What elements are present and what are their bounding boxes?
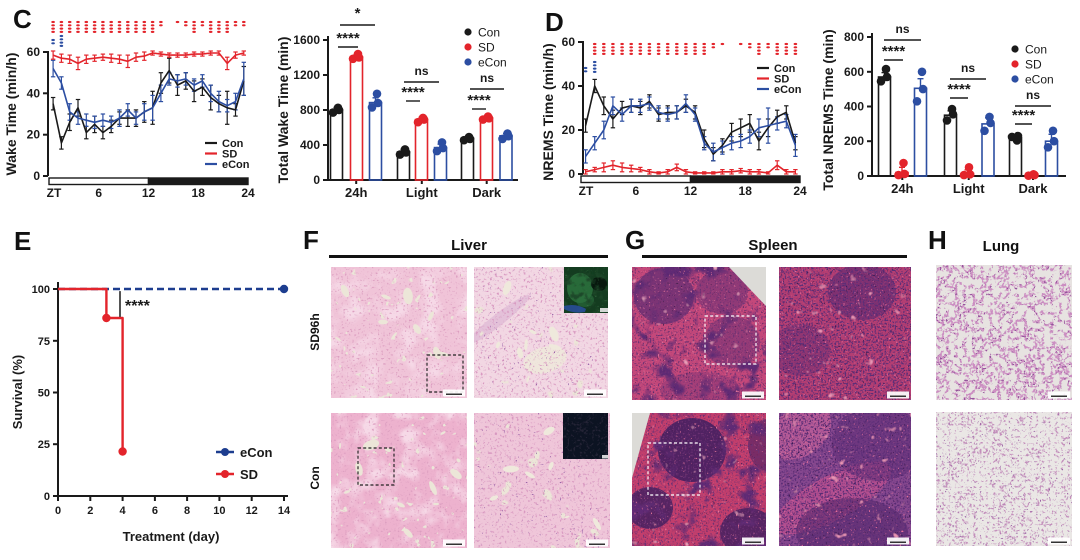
svg-text:600: 600	[844, 65, 864, 79]
svg-text:0: 0	[33, 169, 40, 183]
svg-text:Total NREMS Time (min): Total NREMS Time (min)	[820, 29, 836, 190]
svg-text:Liver: Liver	[451, 237, 487, 254]
svg-text:ns: ns	[414, 64, 428, 78]
svg-text:Wake Time (min/h): Wake Time (min/h)	[3, 53, 19, 176]
svg-text:60: 60	[27, 45, 41, 59]
svg-text:10: 10	[213, 505, 225, 517]
svg-text:400: 400	[300, 138, 320, 152]
svg-text:24h: 24h	[345, 185, 367, 200]
svg-text:40: 40	[27, 86, 41, 100]
svg-text:0: 0	[44, 491, 50, 503]
svg-text:800: 800	[300, 103, 320, 117]
svg-text:F: F	[303, 225, 319, 255]
svg-text:Survival (%): Survival (%)	[10, 355, 25, 429]
svg-text:Con: Con	[308, 466, 322, 489]
svg-text:25: 25	[38, 439, 50, 451]
svg-text:Con: Con	[1025, 43, 1047, 57]
svg-text:Lung: Lung	[983, 238, 1020, 255]
svg-text:SD: SD	[1025, 58, 1042, 72]
svg-text:eCon: eCon	[774, 84, 802, 96]
svg-text:12: 12	[684, 184, 698, 198]
svg-text:****: ****	[1012, 107, 1036, 124]
svg-text:8: 8	[184, 505, 190, 517]
svg-text:2: 2	[87, 505, 93, 517]
svg-text:24h: 24h	[891, 181, 913, 196]
svg-text:6: 6	[632, 184, 639, 198]
svg-text:SD96h: SD96h	[308, 313, 322, 350]
svg-text:18: 18	[739, 184, 753, 198]
svg-text:Con: Con	[478, 26, 500, 40]
svg-text:G: G	[625, 225, 645, 255]
svg-text:ZT: ZT	[47, 186, 62, 200]
svg-text:400: 400	[844, 100, 864, 114]
svg-text:****: ****	[882, 43, 906, 60]
svg-text:Total Wake Time (min): Total Wake Time (min)	[275, 37, 291, 184]
svg-text:****: ****	[125, 298, 151, 315]
svg-text:50: 50	[38, 388, 50, 400]
svg-text:ns: ns	[480, 71, 494, 85]
svg-text:1600: 1600	[293, 33, 320, 47]
svg-text:0: 0	[857, 169, 864, 183]
svg-text:6: 6	[152, 505, 158, 517]
svg-text:14: 14	[278, 505, 291, 517]
svg-text:24: 24	[241, 186, 255, 200]
svg-text:20: 20	[562, 123, 576, 137]
svg-text:Dark: Dark	[1019, 181, 1049, 196]
svg-text:****: ****	[336, 30, 360, 47]
svg-text:SD: SD	[240, 467, 258, 482]
svg-text:Treatment (day): Treatment (day)	[123, 529, 220, 544]
svg-text:eCon: eCon	[478, 56, 507, 70]
svg-text:eCon: eCon	[240, 445, 273, 460]
svg-text:C: C	[13, 4, 32, 34]
svg-text:ns: ns	[1026, 88, 1040, 102]
svg-text:****: ****	[947, 81, 971, 98]
svg-text:1200: 1200	[293, 68, 320, 82]
svg-text:SD: SD	[222, 149, 237, 161]
svg-text:SD: SD	[774, 74, 789, 86]
svg-text:ns: ns	[961, 61, 975, 75]
svg-text:0: 0	[313, 173, 320, 187]
svg-text:ZT: ZT	[579, 184, 594, 198]
svg-text:SD: SD	[478, 41, 495, 55]
svg-text:200: 200	[844, 134, 864, 148]
svg-text:24: 24	[793, 184, 807, 198]
svg-text:Dark: Dark	[472, 185, 502, 200]
svg-text:Con: Con	[222, 138, 244, 150]
svg-text:18: 18	[192, 186, 206, 200]
svg-text:Con: Con	[774, 63, 796, 75]
svg-text:****: ****	[467, 92, 491, 109]
svg-text:0: 0	[568, 167, 575, 181]
svg-text:0: 0	[55, 505, 61, 517]
svg-text:eCon: eCon	[1025, 73, 1054, 87]
svg-text:12: 12	[142, 186, 156, 200]
svg-text:E: E	[14, 226, 31, 256]
svg-text:40: 40	[562, 79, 576, 93]
svg-text:Light: Light	[406, 185, 438, 200]
svg-text:NREMS Time (min/h): NREMS Time (min/h)	[540, 43, 556, 180]
svg-text:6: 6	[95, 186, 102, 200]
svg-text:eCon: eCon	[222, 159, 250, 171]
svg-text:800: 800	[844, 30, 864, 44]
svg-text:Light: Light	[953, 181, 985, 196]
svg-text:****: ****	[401, 84, 425, 101]
svg-text:D: D	[545, 7, 564, 37]
svg-text:*: *	[355, 5, 361, 22]
svg-text:60: 60	[562, 35, 576, 49]
svg-text:ns: ns	[895, 22, 909, 36]
svg-text:100: 100	[32, 284, 50, 296]
svg-text:12: 12	[246, 505, 258, 517]
svg-text:4: 4	[120, 505, 127, 517]
svg-text:Spleen: Spleen	[748, 237, 797, 254]
svg-text:20: 20	[27, 128, 41, 142]
svg-text:75: 75	[38, 336, 50, 348]
svg-text:H: H	[928, 225, 947, 255]
